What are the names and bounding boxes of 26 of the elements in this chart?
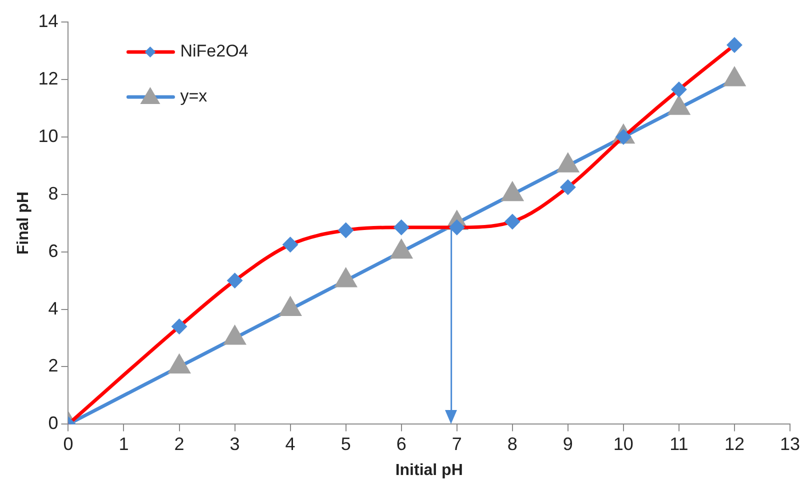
y-tick-label: 14	[38, 10, 58, 31]
x-tick-label: 0	[63, 434, 74, 454]
y-axis-title: Final pH	[15, 192, 32, 255]
x-tick-label: 4	[285, 434, 296, 454]
y-tick-label: 2	[48, 356, 58, 376]
y-tick-label: 6	[48, 240, 58, 261]
y-tick-label: 12	[38, 68, 58, 88]
y-tick-label: 0	[48, 413, 58, 434]
x-axis-title: Initial pH	[395, 462, 463, 479]
x-tick-label: 12	[724, 434, 744, 454]
x-tick-label: 9	[562, 434, 573, 454]
x-tick-label: 2	[174, 434, 184, 454]
y-tick-label: 4	[48, 298, 58, 318]
x-tick-label: 11	[670, 434, 688, 454]
x-tick-label: 8	[507, 434, 518, 454]
x-tick-label: 7	[452, 434, 462, 454]
legend-label: y=x	[180, 86, 208, 106]
x-tick-label: 3	[230, 434, 240, 454]
y-tick-label: 8	[48, 183, 58, 204]
x-tick-label: 5	[340, 434, 351, 454]
x-tick-label: 6	[396, 434, 406, 454]
x-tick-label: 10	[613, 434, 634, 454]
y-tick-label: 10	[38, 126, 58, 146]
legend-label: NiFe2O4	[180, 42, 248, 61]
x-tick-label: 13	[780, 434, 800, 454]
x-tick-label: 1	[118, 434, 129, 454]
